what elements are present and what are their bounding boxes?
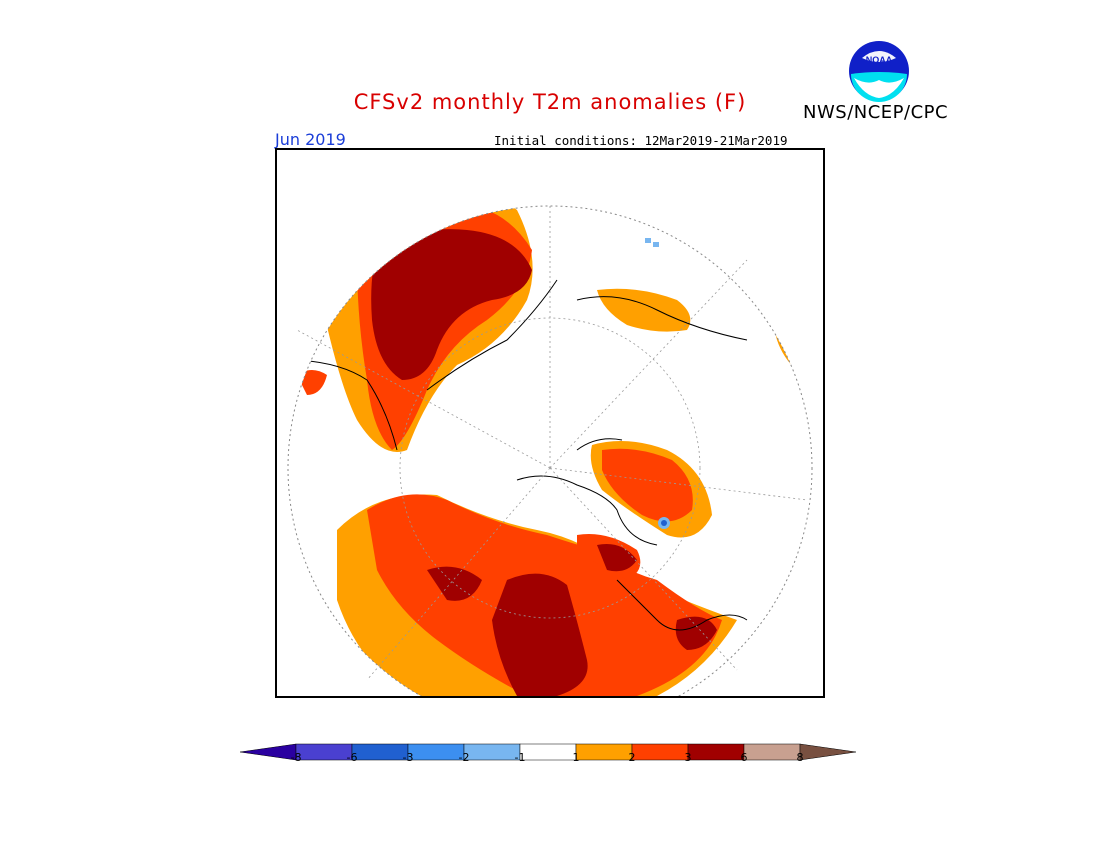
graticule xyxy=(296,206,808,681)
chart-title: CFSv2 monthly T2m anomalies (F) xyxy=(353,90,747,114)
noaa-logo-icon: NOAA xyxy=(849,41,909,102)
colorbar-bin-high xyxy=(799,743,857,761)
period-label: Jun 2019 xyxy=(275,130,346,149)
anomaly-cold-spots xyxy=(645,238,670,529)
initial-conditions-label: Initial conditions: 12Mar2019-21Mar2019 xyxy=(494,133,788,148)
colorbar-bins xyxy=(240,743,857,761)
colorbar-tick-label: 2 xyxy=(628,751,636,764)
colorbar-tick-label: 1 xyxy=(572,751,580,764)
colorbar-bin xyxy=(575,743,633,761)
colorbar-tick-label: -1 xyxy=(514,751,526,764)
map-canvas xyxy=(287,205,813,696)
colorbar-tick-label: -6 xyxy=(346,751,358,764)
colorbar-bin-low xyxy=(240,743,297,761)
org-label: NWS/NCEP/CPC xyxy=(803,102,949,123)
anomaly-map xyxy=(275,148,825,698)
colorbar-bin xyxy=(407,743,465,761)
colorbar-bin xyxy=(631,743,689,761)
colorbar-bin xyxy=(519,743,577,761)
colorbar-tick-label: -8 xyxy=(290,751,302,764)
colorbar xyxy=(240,743,857,761)
coastlines xyxy=(288,279,748,631)
noaa-logo-text: NOAA xyxy=(866,55,893,65)
colorbar-tick-label: -3 xyxy=(402,751,414,764)
colorbar-tick-label: -2 xyxy=(458,751,470,764)
colorbar-bin xyxy=(687,743,745,761)
colorbar-tick-label: 3 xyxy=(684,751,692,764)
projection-outline xyxy=(287,205,813,696)
colorbar-tick-label: 8 xyxy=(796,751,804,764)
anomaly-strong-regions xyxy=(371,229,717,696)
colorbar-tick-label: 6 xyxy=(740,751,748,764)
colorbar-bin xyxy=(351,743,409,761)
colorbar-bin xyxy=(743,743,801,761)
colorbar-bin xyxy=(463,743,521,761)
colorbar-bin xyxy=(295,743,353,761)
